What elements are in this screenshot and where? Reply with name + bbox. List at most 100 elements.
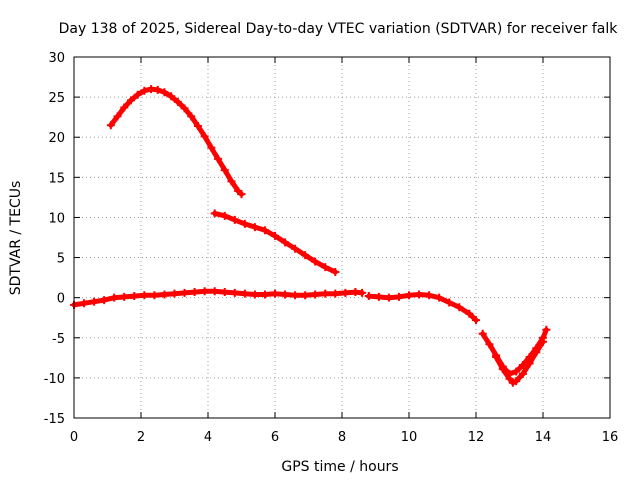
x-tick-label: 0 bbox=[70, 430, 78, 445]
x-tick-label: 16 bbox=[602, 430, 619, 445]
data-point bbox=[341, 288, 350, 297]
data-point bbox=[374, 292, 383, 301]
data-point bbox=[120, 292, 129, 301]
data-point bbox=[227, 177, 236, 186]
data-point bbox=[311, 290, 320, 299]
x-tick-label: 8 bbox=[338, 430, 346, 445]
data-point bbox=[281, 238, 290, 247]
y-tick-label: 25 bbox=[48, 91, 65, 106]
data-point bbox=[230, 288, 239, 297]
y-axis-title: SDTVAR / TECUs bbox=[8, 181, 24, 296]
data-point bbox=[250, 290, 259, 299]
y-tick-label: 20 bbox=[48, 131, 65, 146]
data-point bbox=[301, 251, 310, 260]
data-point bbox=[542, 325, 551, 334]
data-point bbox=[210, 209, 219, 218]
x-tick-label: 4 bbox=[204, 430, 212, 445]
grid bbox=[74, 57, 610, 418]
data-point bbox=[207, 143, 216, 152]
data-point bbox=[485, 340, 494, 349]
data-point bbox=[220, 288, 229, 297]
data-point bbox=[331, 267, 340, 276]
data-point bbox=[512, 367, 521, 376]
data-point bbox=[271, 231, 279, 240]
data-point bbox=[167, 92, 176, 101]
data-point bbox=[331, 289, 340, 298]
data-point bbox=[160, 290, 169, 299]
data-point bbox=[291, 244, 300, 253]
series-arc-4 bbox=[364, 290, 480, 325]
data-point bbox=[200, 287, 209, 296]
data-point bbox=[455, 303, 464, 312]
data-point bbox=[384, 293, 393, 302]
y-tick-label: -15 bbox=[44, 412, 65, 427]
data-point bbox=[173, 97, 182, 106]
data-point bbox=[120, 103, 129, 112]
data-point bbox=[505, 374, 514, 383]
data-point bbox=[539, 337, 547, 346]
data-point bbox=[180, 104, 189, 113]
data-point bbox=[472, 316, 480, 325]
plot-area bbox=[70, 85, 551, 387]
data-point bbox=[478, 329, 487, 338]
data-point bbox=[351, 288, 360, 297]
data-point bbox=[190, 288, 199, 297]
y-tick-label: 10 bbox=[48, 211, 65, 226]
data-point bbox=[230, 215, 239, 224]
y-tick-label: 5 bbox=[57, 252, 65, 267]
y-tick-label: -10 bbox=[44, 372, 65, 387]
data-point bbox=[170, 289, 179, 298]
data-point bbox=[445, 298, 454, 307]
data-point bbox=[140, 86, 149, 95]
data-point bbox=[281, 290, 290, 299]
series-arc-6 bbox=[492, 337, 547, 387]
x-tick-label: 2 bbox=[137, 430, 145, 445]
data-point bbox=[525, 359, 534, 368]
y-tick-label: 0 bbox=[57, 292, 65, 307]
data-point bbox=[321, 289, 330, 298]
data-point bbox=[498, 365, 507, 374]
x-axis-title: GPS time / hours bbox=[281, 459, 398, 475]
data-point bbox=[358, 288, 367, 297]
data-point bbox=[250, 223, 259, 232]
data-point bbox=[492, 353, 501, 362]
data-point bbox=[364, 292, 373, 301]
data-point bbox=[415, 290, 424, 299]
data-point bbox=[405, 291, 413, 300]
data-point bbox=[260, 290, 269, 299]
data-point bbox=[260, 226, 269, 235]
data-point bbox=[153, 85, 162, 94]
data-point bbox=[518, 361, 527, 370]
data-point bbox=[150, 291, 159, 300]
data-point bbox=[160, 88, 169, 97]
data-point bbox=[100, 296, 109, 305]
series-arc-3 bbox=[70, 287, 367, 309]
data-point bbox=[180, 288, 189, 297]
data-point bbox=[435, 293, 444, 302]
chart-title: Day 138 of 2025, Sidereal Day-to-day VTE… bbox=[59, 21, 619, 37]
data-point bbox=[465, 309, 474, 318]
data-point bbox=[80, 299, 89, 308]
data-point bbox=[512, 377, 521, 386]
series-trace bbox=[108, 86, 244, 197]
data-point bbox=[90, 297, 99, 306]
data-point bbox=[210, 287, 219, 296]
data-point bbox=[291, 291, 300, 300]
data-point bbox=[140, 291, 149, 300]
data-point bbox=[321, 263, 330, 272]
x-tick-label: 6 bbox=[271, 430, 279, 445]
data-point bbox=[301, 291, 310, 300]
data-point bbox=[200, 132, 209, 141]
data-point bbox=[240, 219, 249, 228]
data-point bbox=[220, 211, 229, 220]
data-point bbox=[106, 121, 115, 130]
data-point bbox=[147, 85, 156, 94]
data-point bbox=[133, 90, 142, 99]
data-point bbox=[130, 292, 139, 301]
series-trace bbox=[212, 210, 338, 275]
data-point bbox=[311, 257, 320, 266]
x-tick-label: 14 bbox=[535, 430, 552, 445]
data-point bbox=[271, 289, 279, 298]
series-arc-1 bbox=[106, 85, 246, 199]
data-point bbox=[126, 96, 135, 105]
